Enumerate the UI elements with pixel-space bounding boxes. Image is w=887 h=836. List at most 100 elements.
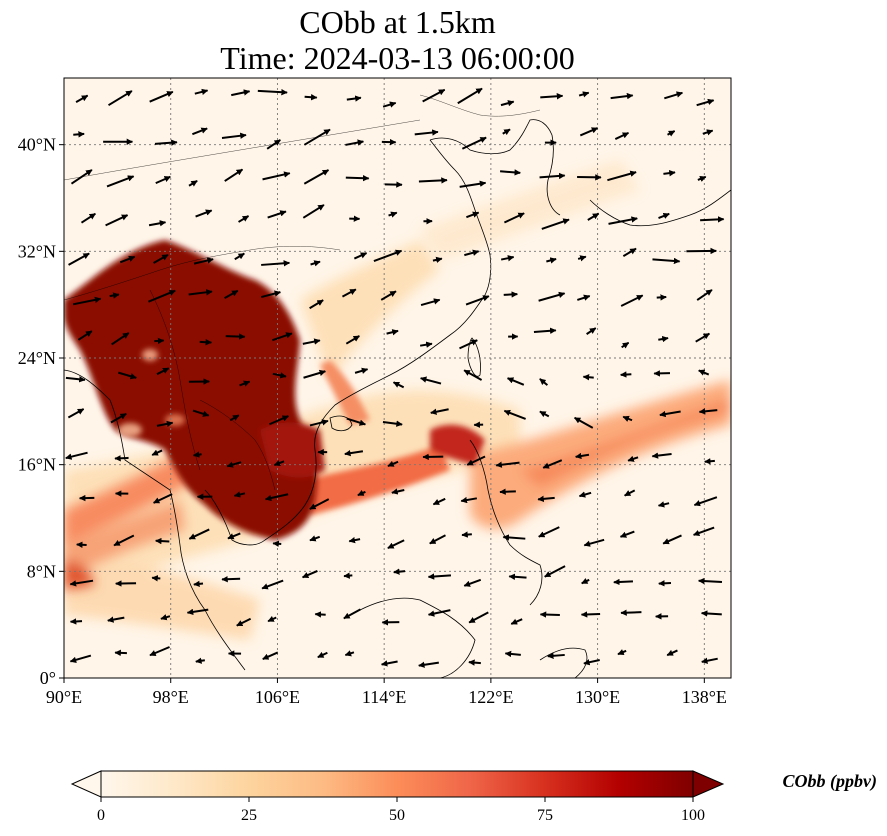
wind-arrow bbox=[221, 576, 241, 583]
wind-arrow bbox=[105, 214, 129, 227]
wind-arrow bbox=[188, 528, 210, 540]
wind-arrow bbox=[575, 452, 590, 460]
wind-arrow bbox=[314, 611, 326, 618]
wind-arrow bbox=[614, 131, 630, 140]
wind-arrow bbox=[651, 452, 672, 459]
wind-arrow bbox=[149, 646, 170, 657]
wind-arrow bbox=[148, 220, 167, 227]
wind-arrow bbox=[696, 289, 713, 301]
wind-arrow bbox=[577, 294, 591, 301]
colorbar-tick-label: 100 bbox=[681, 807, 705, 824]
colorbar-gradient bbox=[101, 771, 693, 797]
wind-arrow bbox=[388, 211, 398, 218]
wind-arrow bbox=[574, 416, 594, 429]
wind-arrow bbox=[662, 534, 682, 545]
wind-arrow bbox=[236, 617, 252, 627]
wind-arrow bbox=[304, 94, 318, 101]
wind-arrow bbox=[468, 611, 489, 624]
wind-arrow bbox=[344, 449, 364, 457]
wind-arrow bbox=[419, 341, 433, 348]
wind-arrow bbox=[69, 618, 83, 625]
wind-arrow bbox=[193, 257, 214, 265]
wind-arrow bbox=[547, 652, 565, 660]
wind-arrow bbox=[266, 139, 281, 150]
wind-arrow bbox=[502, 534, 526, 541]
wind-arrow bbox=[698, 577, 723, 585]
wind-arrow bbox=[506, 377, 525, 386]
wind-arrow bbox=[387, 460, 399, 467]
wind-arrow bbox=[343, 572, 353, 579]
wind-arrow bbox=[457, 87, 483, 105]
wind-arrow bbox=[267, 210, 287, 219]
wind-arrow bbox=[381, 660, 398, 667]
wind-arrow bbox=[578, 91, 590, 98]
wind-arrow bbox=[345, 139, 365, 146]
wind-arrow bbox=[264, 493, 289, 502]
wind-arrow bbox=[80, 212, 96, 224]
wind-arrow bbox=[468, 659, 481, 666]
coastline-borneo bbox=[359, 597, 476, 678]
wind-arrow bbox=[663, 169, 676, 177]
colorbar-tick-label: 25 bbox=[241, 807, 257, 824]
wind-arrow bbox=[583, 538, 605, 547]
wind-arrow bbox=[582, 374, 594, 381]
wind-arrow bbox=[192, 451, 202, 458]
wind-arrow bbox=[418, 177, 448, 184]
wind-arrow bbox=[267, 615, 277, 623]
wind-arrow bbox=[701, 657, 718, 664]
wind-arrow bbox=[704, 458, 715, 465]
coastline-bohai-korea bbox=[429, 119, 561, 216]
wind-arrow bbox=[272, 332, 293, 342]
wind-arrow bbox=[234, 252, 245, 261]
wind-arrow bbox=[303, 369, 326, 379]
coastline-hainan bbox=[329, 415, 353, 432]
wind-arrow bbox=[261, 579, 284, 590]
lon-tick-label: 98°E bbox=[153, 687, 189, 707]
wind-arrow bbox=[110, 412, 127, 424]
wind-arrow bbox=[500, 169, 521, 176]
wind-arrow bbox=[106, 175, 135, 188]
wind-arrow bbox=[427, 609, 451, 617]
wind-arrow bbox=[344, 650, 355, 657]
lat-tick-label: 40°N bbox=[18, 135, 56, 155]
wind-arrow bbox=[354, 367, 369, 374]
wind-arrow bbox=[156, 420, 174, 428]
wind-arrow bbox=[586, 327, 597, 335]
wind-arrow bbox=[302, 204, 325, 219]
wind-arrow bbox=[461, 531, 472, 538]
wind-arrow bbox=[620, 294, 644, 307]
wind-arrow bbox=[702, 129, 714, 136]
wind-arrow bbox=[192, 127, 208, 136]
wind-arrow bbox=[226, 461, 242, 468]
wind-arrow bbox=[658, 212, 670, 219]
wind-arrow bbox=[153, 253, 169, 264]
wind-arrow bbox=[539, 172, 566, 180]
wind-vectors bbox=[65, 87, 725, 668]
wind-arrow bbox=[659, 410, 681, 418]
wind-arrow bbox=[67, 408, 85, 419]
wind-arrow bbox=[114, 455, 129, 462]
wind-arrow bbox=[188, 289, 213, 296]
wind-arrow bbox=[463, 369, 483, 381]
wind-arrow bbox=[503, 291, 518, 298]
wind-arrow bbox=[464, 249, 480, 257]
wind-arrow bbox=[700, 216, 725, 223]
wind-arrow bbox=[73, 131, 85, 138]
map-plot-area bbox=[64, 78, 731, 678]
wind-arrow bbox=[432, 256, 443, 263]
wind-arrow bbox=[70, 169, 93, 185]
wind-arrow bbox=[619, 530, 635, 538]
colorbar-extend-high bbox=[692, 770, 725, 798]
wind-arrow bbox=[422, 88, 446, 103]
coastline-taiwan bbox=[467, 337, 481, 377]
wind-arrow bbox=[199, 338, 212, 346]
wind-arrow bbox=[154, 337, 165, 345]
wind-arrow bbox=[257, 89, 288, 96]
wind-arrow bbox=[420, 298, 441, 307]
wind-arrow bbox=[382, 101, 397, 108]
wind-arrow bbox=[418, 661, 439, 668]
wind-arrow bbox=[620, 371, 632, 378]
colorbar-tick-label: 50 bbox=[389, 807, 405, 824]
wind-arrow bbox=[65, 451, 88, 460]
